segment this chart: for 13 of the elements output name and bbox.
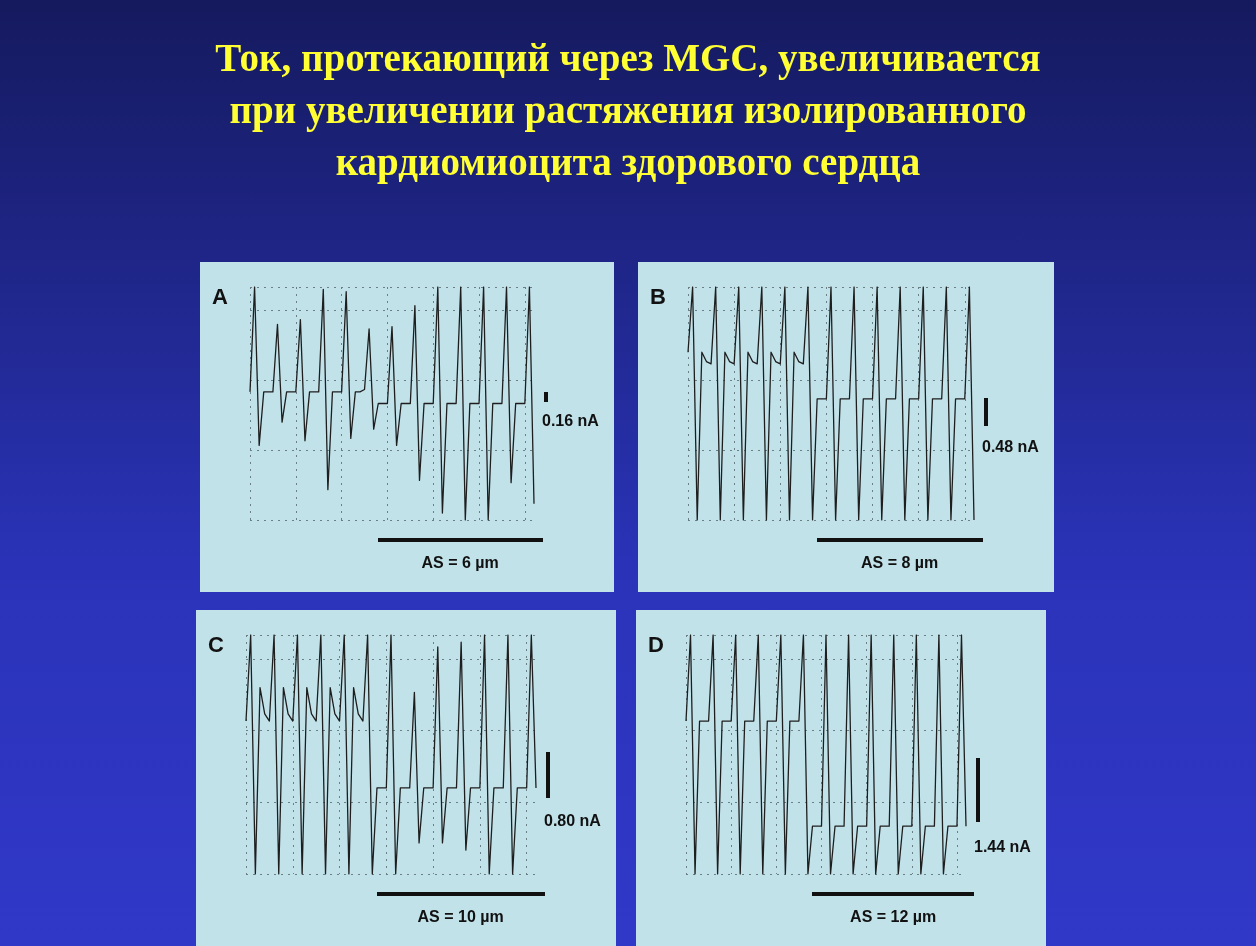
text: 0.80 nA xyxy=(544,812,601,830)
text: B xyxy=(650,284,666,310)
text: AS = 8 µm xyxy=(860,554,940,572)
text: AS = 12 µm xyxy=(849,908,938,926)
text: AS = 6 µm xyxy=(420,554,500,572)
text: AS = 10 µm xyxy=(416,908,505,926)
text: 1.44 nA xyxy=(974,838,1031,856)
text: D xyxy=(648,632,664,658)
text: 0.48 nA xyxy=(982,438,1039,456)
text: 0.16 nA xyxy=(542,412,599,430)
text: A xyxy=(212,284,228,310)
text: Ток, протекающий через MGC, увеличивается при увеличении растяжения изолированного кардиомиоцита здорового сердца xyxy=(214,35,1042,186)
text: C xyxy=(208,632,224,658)
